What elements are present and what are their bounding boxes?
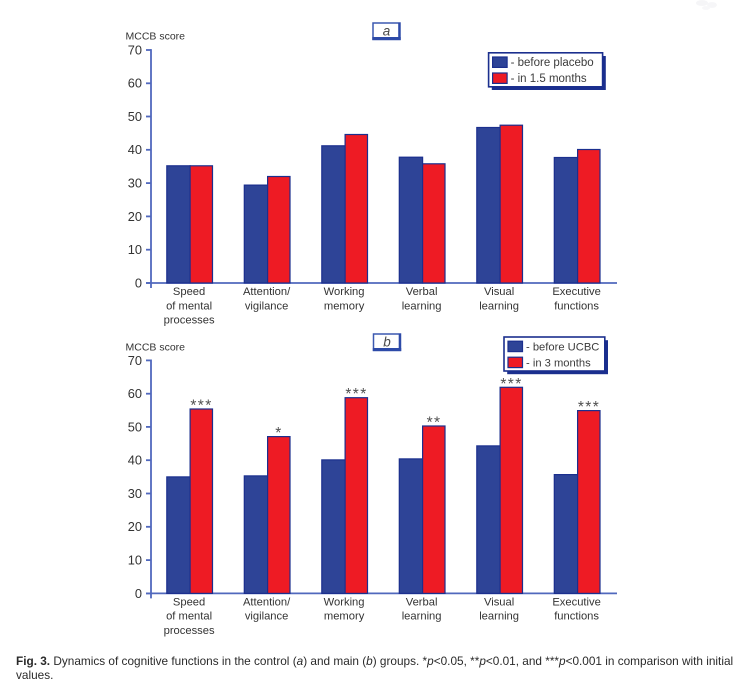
svg-text:processes: processes [164,315,215,327]
svg-text:- before UCBC: - before UCBC [526,341,599,353]
svg-text:Working: Working [324,286,365,298]
svg-text:functions: functions [554,300,599,312]
svg-text:vigilance: vigilance [245,611,289,623]
svg-text:Executive: Executive [552,286,601,298]
svg-text:memory: memory [324,300,365,312]
svg-text:of mental: of mental [166,611,212,623]
svg-text:- in 3 months: - in 3 months [526,357,591,369]
svg-text:40: 40 [128,453,142,468]
svg-text:MCCB score: MCCB score [126,342,186,354]
svg-text:processes: processes [164,625,215,637]
svg-text:learning: learning [402,300,442,312]
svg-text:0: 0 [135,275,142,290]
svg-text:30: 30 [128,486,142,501]
svg-text:MCCB score: MCCB score [126,31,186,43]
svg-text:Speed: Speed [173,286,205,298]
svg-text:70: 70 [128,353,142,368]
svg-text:Visual: Visual [484,596,514,608]
svg-text:Attention/: Attention/ [243,286,291,298]
svg-text:memory: memory [324,611,365,623]
svg-text:b: b [383,335,391,350]
svg-text:- in 1.5 months: - in 1.5 months [511,73,587,85]
svg-text:*: * [275,425,282,442]
svg-text:60: 60 [128,386,142,401]
svg-text:40: 40 [128,142,142,157]
svg-text:functions: functions [554,611,599,623]
svg-text:Speed: Speed [173,596,205,608]
svg-text:Verbal: Verbal [406,286,438,298]
svg-text:50: 50 [128,419,142,434]
svg-text:learning: learning [479,611,519,623]
svg-text:***: *** [190,398,212,415]
svg-text:20: 20 [128,209,142,224]
svg-text:learning: learning [479,300,519,312]
svg-text:***: *** [345,386,367,403]
svg-text:Visual: Visual [484,286,514,298]
svg-text:0: 0 [135,586,142,601]
svg-text:learning: learning [402,611,442,623]
svg-text:Attention/: Attention/ [243,596,291,608]
svg-text:50: 50 [128,109,142,124]
svg-text:20: 20 [128,519,142,534]
svg-text:Verbal: Verbal [406,596,438,608]
svg-text:10: 10 [128,242,142,257]
svg-text:vigilance: vigilance [245,300,289,312]
svg-text:a: a [383,24,391,39]
svg-text:70: 70 [128,42,142,57]
svg-text:30: 30 [128,176,142,191]
svg-text:Working: Working [324,596,365,608]
svg-text:***: *** [578,399,600,416]
svg-text:of mental: of mental [166,300,212,312]
svg-text:- before placebo: - before placebo [511,57,594,69]
svg-text:10: 10 [128,553,142,568]
svg-text:Executive: Executive [552,596,601,608]
svg-text:***: *** [500,376,522,393]
svg-text:**: ** [427,415,442,432]
svg-text:60: 60 [128,76,142,91]
